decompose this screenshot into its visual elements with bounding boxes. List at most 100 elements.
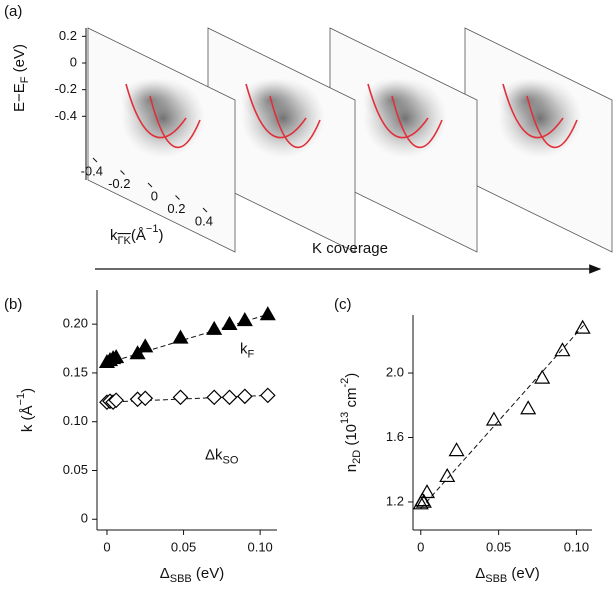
y-axis-label-part: −1 — [15, 393, 27, 406]
y-axis-label-part: -2 — [339, 378, 351, 388]
y-tick-label: -0.2 — [55, 81, 77, 96]
spectrum-intensity — [120, 78, 180, 122]
data-point — [221, 315, 238, 330]
y-tick-label: 0 — [81, 511, 88, 526]
x-axis-label-part: (Å — [131, 227, 146, 244]
data-point — [172, 389, 189, 406]
x-axis-label-part: k — [110, 227, 118, 244]
y-axis-label-part: E−E — [11, 83, 28, 112]
data-point — [520, 400, 537, 415]
x-axis-label-part: −1 — [146, 223, 159, 235]
y-tick-label: 2.0 — [386, 364, 404, 379]
data-point — [259, 306, 276, 321]
x-tick-label: -0.2 — [108, 176, 130, 191]
data-point — [485, 411, 502, 426]
x-tick-label: 0 — [103, 539, 110, 554]
panel-label: (c) — [334, 296, 352, 313]
y-axis-label-part: (10 — [343, 424, 360, 450]
band-fit — [125, 83, 187, 139]
x-axis-label-part: (eV) — [192, 565, 225, 582]
spectrum-intensity — [362, 78, 422, 122]
series-annotation-part: SO — [223, 454, 239, 466]
x-axis-label-part: ) — [158, 227, 163, 244]
data-point — [108, 349, 125, 364]
x-axis-label: kΓK(Å−1) — [110, 223, 163, 247]
x-axis-label-part: Δ — [475, 565, 485, 582]
data-point — [137, 390, 154, 407]
x-tick — [175, 195, 180, 200]
x-tick-label: 0.05 — [486, 539, 511, 554]
band-fit — [526, 95, 578, 149]
data-point — [439, 467, 456, 483]
y-axis-label-part: n — [343, 464, 360, 472]
x-tick-label: 0 — [417, 539, 424, 554]
x-tick-label: 0.10 — [247, 539, 272, 554]
x-axis-label-part: ΓK — [118, 235, 132, 247]
x-tick-label: 0.05 — [171, 539, 196, 554]
series-annotation-part: k — [240, 340, 248, 357]
band-fit — [367, 83, 429, 139]
band-fit — [502, 83, 564, 139]
data-point — [259, 387, 276, 404]
band-fit — [269, 95, 321, 149]
data-point — [236, 312, 253, 327]
y-axis-label: k (Å−1) — [15, 388, 36, 432]
spectrum-intensity — [497, 78, 557, 122]
y-tick-label: 1.6 — [386, 429, 404, 444]
series-annotation: kF — [240, 340, 255, 360]
x-tick — [120, 170, 125, 175]
data-point — [534, 369, 551, 384]
x-tick-label: 0.10 — [564, 539, 589, 554]
y-tick-label: 0.15 — [63, 364, 88, 379]
data-point — [129, 345, 146, 360]
band-fit — [245, 83, 307, 139]
y-axis-label: E−EF (eV) — [11, 44, 31, 112]
data-point — [172, 329, 189, 344]
y-axis-label-part: cm — [343, 388, 360, 412]
arrow-label: K coverage — [312, 240, 388, 257]
series-annotation-part: Δk — [205, 446, 223, 463]
x-tick-label: 0.2 — [167, 201, 185, 216]
series-annotation-part: F — [248, 348, 255, 360]
data-point — [448, 442, 465, 457]
data-point — [236, 388, 253, 405]
x-tick — [147, 182, 153, 188]
data-point — [418, 484, 436, 499]
x-axis-label-part: Δ — [160, 565, 170, 582]
y-tick-label: 0.20 — [63, 316, 88, 331]
x-axis-label: ΔSBB (eV) — [475, 565, 540, 585]
data-point — [206, 320, 223, 335]
x-axis-label-part: (eV) — [507, 565, 540, 582]
panel-label: (b) — [4, 296, 22, 313]
x-tick-label: 0 — [151, 188, 158, 203]
y-axis-label-part: ) — [19, 388, 36, 393]
y-tick-label: 0.05 — [63, 462, 88, 477]
y-axis-label-part: 13 — [339, 412, 351, 424]
y-axis-label-part: k (Å — [19, 405, 36, 432]
y-axis-label: n2D (1013 cm-2) — [339, 373, 363, 472]
data-point — [221, 389, 238, 406]
data-point — [108, 392, 124, 409]
y-axis-label-part: F — [19, 76, 31, 83]
data-point — [574, 319, 591, 334]
y-axis-label-part: 2D — [351, 450, 363, 464]
data-point — [206, 389, 223, 406]
x-axis-label-part: SBB — [170, 573, 192, 585]
x-tick — [202, 207, 208, 213]
x-tick-label: -0.4 — [81, 163, 103, 178]
band-fit — [391, 95, 443, 149]
spectra-stack — [87, 27, 613, 253]
x-axis-label: ΔSBB (eV) — [160, 565, 225, 585]
y-tick-label: -0.4 — [55, 108, 77, 123]
y-tick-label: 0.2 — [59, 28, 77, 43]
data-point — [554, 342, 571, 357]
spectrum-intensity — [240, 78, 300, 122]
data-point — [415, 493, 432, 508]
band-fit — [149, 95, 201, 149]
y-axis-label-part: ) — [343, 373, 360, 378]
y-tick-label: 0.10 — [63, 413, 88, 428]
panel-label: (a) — [4, 3, 22, 20]
series-annotation: ΔkSO — [205, 446, 239, 466]
